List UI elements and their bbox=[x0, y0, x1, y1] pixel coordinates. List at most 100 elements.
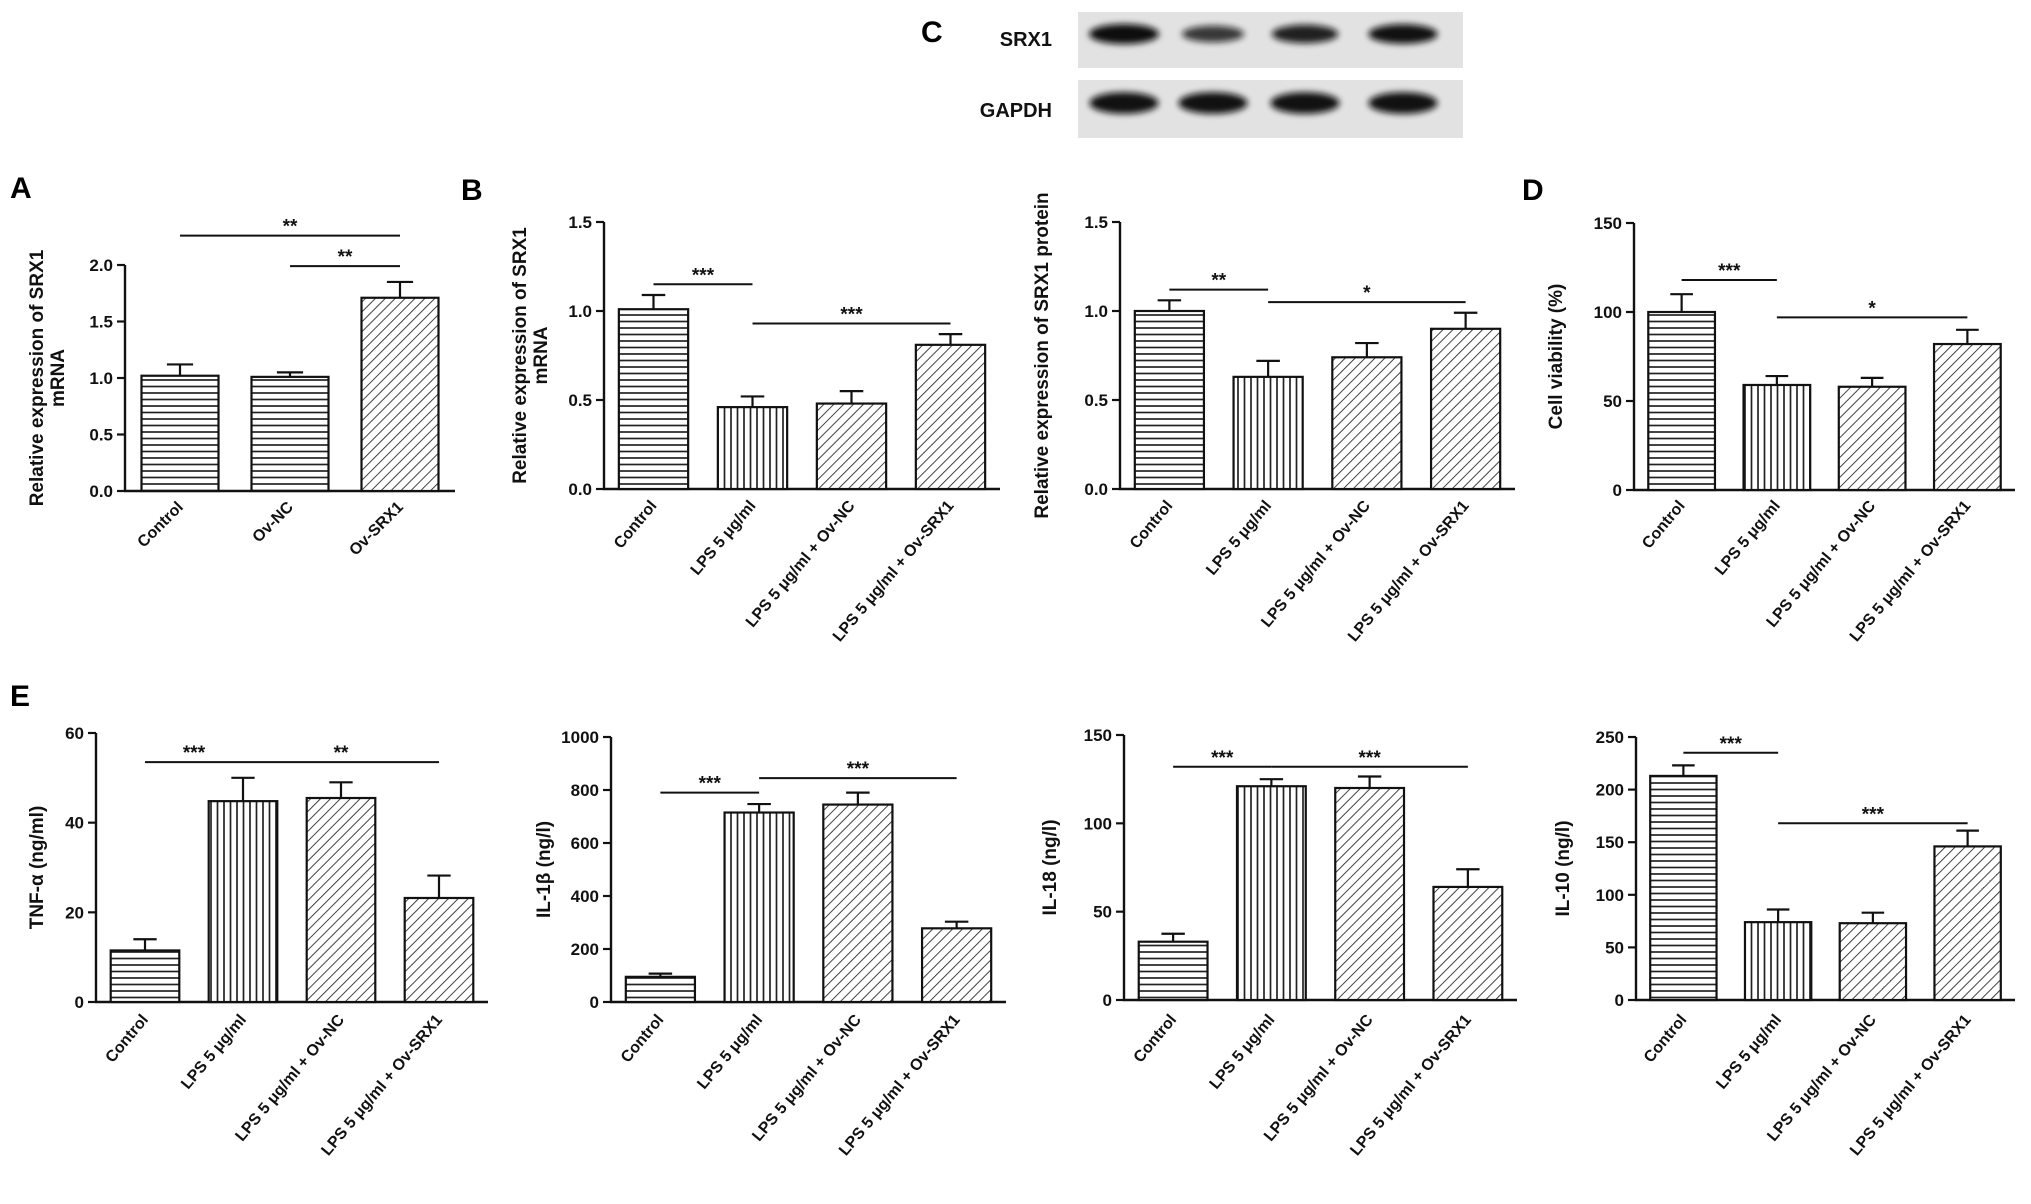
category-label: LPS 5 μg/ml bbox=[688, 498, 760, 579]
y-tick-label: 600 bbox=[571, 834, 599, 853]
y-tick-label: 0.5 bbox=[89, 426, 113, 445]
y-axis-label: Cell viability (%) bbox=[1546, 284, 1567, 430]
blot-band bbox=[1368, 24, 1438, 44]
bar bbox=[624, 975, 697, 1004]
bar bbox=[1647, 310, 1717, 492]
blot-row-srx1: SRX1 bbox=[1000, 12, 1463, 68]
panel-letter-b: B bbox=[461, 174, 483, 207]
bar bbox=[1743, 921, 1813, 1002]
category-label: Control bbox=[102, 1012, 152, 1066]
significance-label: *** bbox=[1211, 748, 1234, 769]
y-axis-label: TNF-α (ng/ml) bbox=[27, 806, 48, 930]
bar bbox=[1137, 940, 1209, 1002]
category-label: LPS 5 μg/ml + Ov-NC bbox=[1764, 1011, 1880, 1145]
bar bbox=[914, 343, 987, 491]
y-axis-label-line: IL-1β (ng/l) bbox=[534, 821, 555, 918]
y-tick-label: 250 bbox=[1596, 728, 1624, 747]
bar bbox=[109, 949, 181, 1004]
y-tick-label: 100 bbox=[1594, 303, 1622, 322]
panel-letter-a: A bbox=[10, 172, 32, 205]
y-tick-label: 150 bbox=[1594, 214, 1622, 233]
significance-label: *** bbox=[847, 759, 870, 780]
bar bbox=[1838, 922, 1908, 1002]
y-tick-label: 0.0 bbox=[89, 482, 113, 501]
category-label: Control bbox=[1641, 1012, 1691, 1066]
chart-srx1-mrna-overexpression: 0.0 0.5 1.0 1.5 2.0 Relative expression of SR… bbox=[27, 217, 455, 559]
y-tick-label: 800 bbox=[571, 781, 599, 800]
significance-label: ** bbox=[338, 247, 353, 268]
chart-cell-viability: 0 50 100 150 Cell viability (%) Control LPS 5 … bbox=[1546, 214, 2015, 645]
y-tick-label: 0.0 bbox=[568, 480, 592, 499]
blot-band bbox=[1089, 92, 1159, 114]
y-tick-label: 20 bbox=[65, 903, 84, 922]
category-label: Control bbox=[1639, 498, 1689, 552]
category-label: LPS 5 μg/ml + Ov-NC bbox=[743, 497, 859, 631]
category-label: Control bbox=[1127, 498, 1177, 552]
bar bbox=[1933, 845, 2002, 1002]
category-label: Ov-NC bbox=[250, 498, 298, 546]
chart-il-10: 0 50 100 150 200 250 IL-10 (ng/l) Control LPS 5 … bbox=[1553, 728, 2015, 1159]
significance-label: ** bbox=[334, 743, 349, 764]
category-label: Control bbox=[611, 498, 661, 552]
blot-row-gapdh: GAPDH bbox=[980, 80, 1463, 138]
category-label: Control bbox=[135, 499, 187, 551]
bar bbox=[305, 796, 377, 1004]
y-tick-label: 1.5 bbox=[1084, 213, 1108, 232]
blot-band bbox=[1270, 92, 1340, 114]
bar bbox=[1334, 786, 1406, 1002]
chart-srx1-mrna-lps: 0.0 0.5 1.0 1.5 Relative expression of SRX1m… bbox=[510, 213, 1000, 645]
y-tick-label: 2.0 bbox=[89, 256, 113, 275]
category-label: LPS 5 μg/ml bbox=[1713, 1012, 1785, 1093]
y-tick-label: 1.0 bbox=[1084, 302, 1108, 321]
bar bbox=[716, 406, 789, 491]
bar bbox=[1837, 385, 1907, 492]
y-axis-label-line: Relative expression of SRX1 protein bbox=[1032, 192, 1053, 518]
panel-letter-e: E bbox=[10, 680, 30, 713]
y-tick-label: 150 bbox=[1084, 726, 1112, 745]
significance-label: *** bbox=[692, 265, 715, 286]
bar bbox=[360, 296, 440, 493]
y-axis-label-line: IL-10 (ng/l) bbox=[1553, 820, 1574, 916]
panel-letter-c: C bbox=[921, 16, 943, 49]
category-label: LPS 5 μg/ml + Ov-NC bbox=[1764, 497, 1880, 631]
category-label: LPS 5 μg/ml bbox=[178, 1012, 250, 1093]
category-label: LPS 5 μg/ml bbox=[1203, 498, 1275, 579]
y-tick-label: 0.5 bbox=[568, 391, 592, 410]
bar bbox=[1429, 327, 1502, 491]
y-tick-label: 1.5 bbox=[89, 313, 113, 332]
blot-bands-gapdh bbox=[1089, 92, 1438, 114]
y-axis-label-line: Cell viability (%) bbox=[1546, 284, 1567, 430]
bar bbox=[1649, 774, 1718, 1002]
category-label: LPS 5 μg/ml + Ov-NC bbox=[1261, 1011, 1377, 1145]
y-tick-label: 0.5 bbox=[1084, 391, 1108, 410]
y-tick-label: 50 bbox=[1093, 903, 1112, 922]
significance-label: *** bbox=[1862, 804, 1885, 825]
significance-label: *** bbox=[183, 743, 206, 764]
significance-label: *** bbox=[1720, 734, 1743, 755]
chart-srx1-protein-lps: 0.0 0.5 1.0 1.5 Relative expression of SRX1 … bbox=[1032, 192, 1515, 645]
blot-band bbox=[1089, 24, 1159, 44]
y-tick-label: 100 bbox=[1084, 814, 1112, 833]
bar bbox=[403, 896, 475, 1004]
y-tick-label: 1.0 bbox=[568, 302, 592, 321]
significance-label: *** bbox=[699, 774, 722, 795]
bar bbox=[1742, 383, 1812, 492]
y-axis-label: Relative expression of SRX1 protein bbox=[1032, 192, 1053, 518]
y-axis-label-line: Relative expression of SRX1 bbox=[27, 249, 48, 506]
blot-band bbox=[1178, 92, 1248, 114]
bar bbox=[140, 374, 220, 493]
significance-label: *** bbox=[840, 304, 863, 325]
category-label: LPS 5 μg/ml + Ov-NC bbox=[232, 1011, 348, 1145]
significance-label: ** bbox=[1211, 271, 1226, 292]
y-tick-label: 40 bbox=[65, 814, 84, 833]
y-axis-label-line: mRNA bbox=[531, 326, 552, 384]
y-tick-label: 50 bbox=[1603, 392, 1622, 411]
significance-label: *** bbox=[1359, 748, 1382, 769]
y-tick-label: 0.0 bbox=[1084, 480, 1108, 499]
bar bbox=[1232, 375, 1304, 491]
y-axis-label-line: mRNA bbox=[48, 349, 69, 407]
panel-letter-d: D bbox=[1522, 174, 1544, 207]
blot-label-srx1: SRX1 bbox=[1000, 29, 1052, 51]
bar bbox=[920, 927, 993, 1004]
